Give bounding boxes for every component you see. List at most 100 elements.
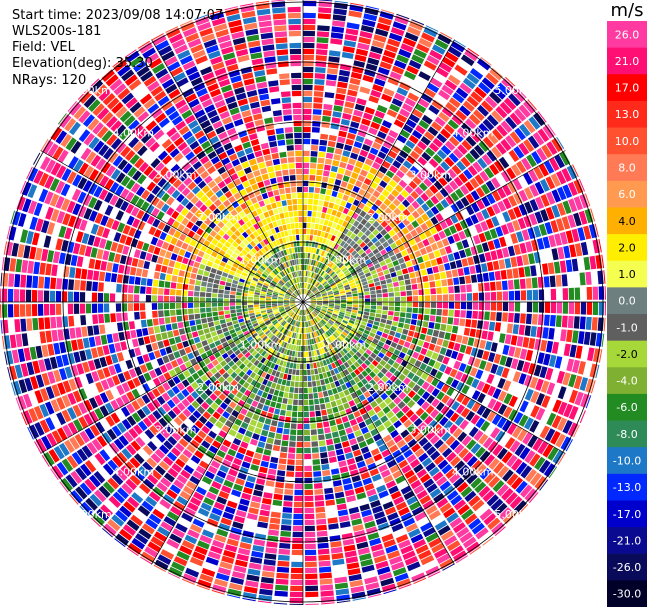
velocity-gate: [303, 310, 305, 316]
velocity-gate: [566, 358, 575, 372]
velocity-gate: [326, 311, 333, 315]
velocity-gate: [212, 283, 219, 289]
velocity-gate: [494, 502, 508, 516]
velocity-gate: [283, 329, 287, 335]
velocity-gate: [157, 406, 167, 416]
velocity-gate: [425, 405, 435, 415]
velocity-gate: [399, 108, 411, 118]
velocity-gate: [296, 277, 299, 283]
velocity-gate: [316, 304, 322, 307]
velocity-gate: [260, 142, 269, 150]
velocity-gate: [285, 293, 291, 297]
velocity-gate: [406, 336, 413, 343]
velocity-gate: [359, 503, 371, 512]
velocity-gate: [318, 151, 326, 158]
velocity-gate: [462, 77, 476, 90]
velocity-gate: [339, 521, 351, 529]
velocity-gate: [245, 121, 255, 129]
velocity-gate: [382, 160, 391, 169]
velocity-gate: [171, 385, 180, 395]
velocity-gate: [186, 245, 194, 253]
velocity-gate: [309, 306, 315, 310]
velocity-gate: [163, 472, 175, 483]
velocity-gate: [353, 235, 360, 243]
velocity-gate: [387, 512, 399, 521]
velocity-gate: [274, 337, 279, 344]
velocity-gate: [311, 312, 316, 317]
velocity-gate: [127, 379, 136, 390]
velocity-gate: [291, 72, 302, 79]
velocity-gate: [282, 206, 288, 212]
velocity-gate: [323, 332, 329, 338]
velocity-gate: [316, 304, 322, 306]
velocity-gate: [409, 501, 421, 511]
velocity-gate: [220, 360, 227, 367]
velocity-gate: [353, 480, 363, 489]
velocity-gate: [296, 168, 302, 175]
velocity-gate: [179, 172, 189, 182]
velocity-gate: [258, 331, 265, 337]
velocity-gate: [289, 175, 296, 181]
velocity-gate: [286, 275, 290, 281]
velocity-gate: [17, 395, 27, 410]
velocity-gate: [522, 432, 533, 445]
velocity-gate: [262, 405, 269, 412]
velocity-gate: [272, 350, 278, 357]
velocity-gate: [4, 351, 8, 365]
velocity-gate: [190, 273, 197, 280]
velocity-gate: [276, 259, 281, 266]
velocity-gate: [168, 88, 181, 99]
velocity-gate: [337, 192, 344, 199]
velocity-gate: [88, 99, 101, 112]
velocity-gate: [369, 468, 380, 477]
velocity-gate: [332, 257, 338, 263]
velocity-gate: [352, 185, 360, 193]
velocity-gate: [375, 345, 382, 352]
velocity-gate: [75, 267, 82, 279]
velocity-gate: [373, 433, 382, 442]
velocity-gate: [178, 248, 186, 257]
velocity-gate: [351, 115, 362, 123]
velocity-gate: [246, 322, 252, 327]
velocity-gate: [278, 340, 283, 346]
velocity-gate: [320, 212, 326, 219]
velocity-gate: [315, 512, 326, 519]
velocity-gate: [263, 198, 271, 205]
velocity-gate: [153, 421, 164, 432]
velocity-gate: [114, 342, 122, 352]
velocity-gate: [171, 395, 181, 405]
velocity-gate: [168, 227, 176, 236]
velocity-gate: [324, 427, 331, 434]
velocity-gate: [454, 64, 468, 76]
velocity-gate: [244, 147, 253, 155]
velocity-gate: [205, 248, 213, 255]
velocity-gate: [233, 457, 243, 466]
velocity-gate: [313, 97, 323, 103]
velocity-gate: [319, 342, 323, 348]
velocity-gate: [350, 364, 357, 371]
velocity-gate: [499, 355, 507, 366]
velocity-gate: [148, 57, 163, 69]
velocity-gate: [560, 329, 567, 342]
velocity-gate: [300, 327, 302, 334]
velocity-gate: [316, 49, 328, 56]
velocity-gate: [317, 157, 325, 164]
velocity-gate: [305, 309, 309, 315]
velocity-gate: [325, 358, 331, 365]
velocity-gate: [372, 505, 383, 514]
velocity-gate: [116, 313, 122, 322]
velocity-gate: [97, 303, 104, 313]
velocity-gate: [249, 315, 256, 320]
velocity-gate: [226, 594, 241, 599]
velocity-gate: [111, 473, 124, 486]
velocity-gate: [386, 109, 398, 118]
velocity-gate: [120, 188, 130, 199]
velocity-gate: [373, 453, 383, 462]
velocity-gate: [289, 441, 296, 447]
velocity-gate: [297, 309, 300, 315]
velocity-gate: [162, 181, 172, 192]
velocity-gate: [265, 160, 273, 167]
velocity-gate: [389, 555, 403, 565]
velocity-gate: [303, 90, 313, 97]
velocity-gate: [316, 380, 321, 386]
